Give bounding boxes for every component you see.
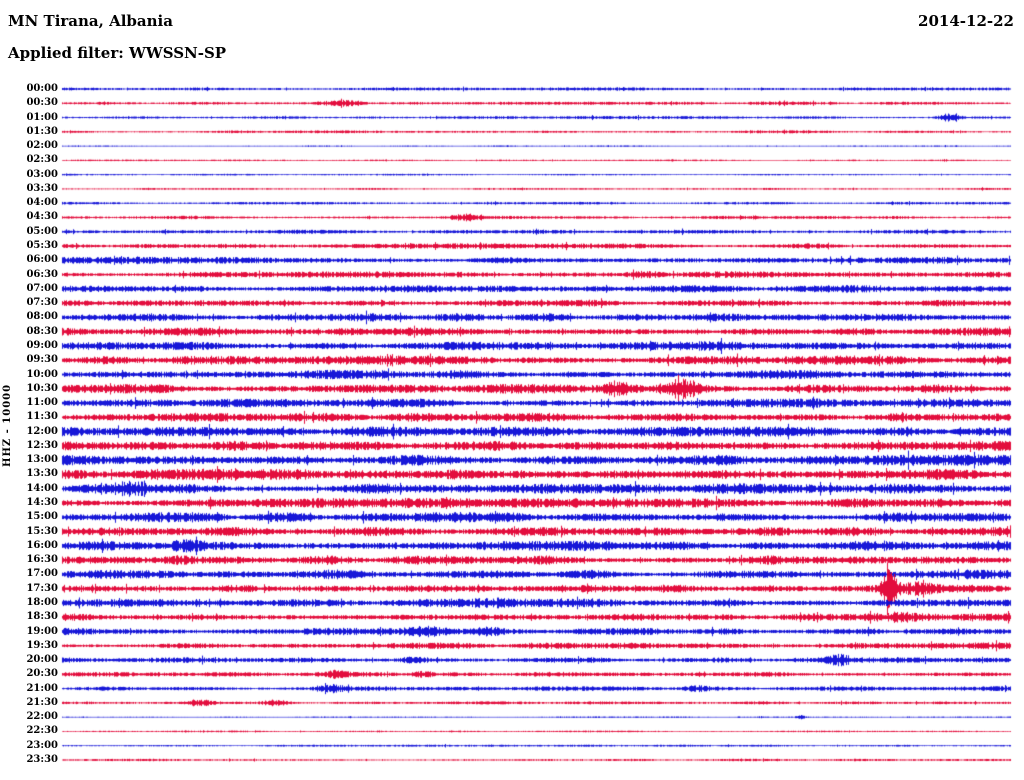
time-label: 02:30 [26, 154, 58, 166]
time-label: 17:00 [26, 568, 58, 580]
time-label: 08:00 [26, 311, 58, 323]
time-label: 06:30 [26, 268, 58, 280]
y-axis-label: HHZ - 10000 [2, 383, 13, 467]
time-label: 05:30 [26, 240, 58, 252]
time-label: 21:30 [26, 696, 58, 708]
time-label: 14:30 [26, 497, 58, 509]
time-label: 05:00 [26, 225, 58, 237]
time-label: 04:30 [26, 211, 58, 223]
time-label: 11:00 [26, 397, 58, 409]
time-label: 10:30 [26, 382, 58, 394]
time-label: 22:30 [26, 725, 58, 737]
time-label-column: 00:00 00:30 01:00 01:30 02:00 02:30 03:00 03:30… [0, 0, 58, 780]
time-label: 09:30 [26, 354, 58, 366]
time-label: 23:00 [26, 739, 58, 751]
time-label: 10:00 [26, 368, 58, 380]
time-label: 11:30 [26, 411, 58, 423]
time-label: 08:30 [26, 325, 58, 337]
time-label: 13:30 [26, 468, 58, 480]
time-label: 23:30 [26, 754, 58, 765]
time-label: 21:00 [26, 682, 58, 694]
time-label: 12:30 [26, 439, 58, 451]
time-label: 12:00 [26, 425, 58, 437]
time-label: 20:30 [26, 668, 58, 680]
time-label: 15:00 [26, 511, 58, 523]
time-label: 04:00 [26, 197, 58, 209]
time-label: 01:30 [26, 125, 58, 137]
time-label: 18:00 [26, 596, 58, 608]
time-label: 19:30 [26, 639, 58, 651]
time-label: 20:00 [26, 654, 58, 666]
time-label: 06:00 [26, 254, 58, 266]
time-label: 07:00 [26, 282, 58, 294]
time-label: 14:00 [26, 482, 58, 494]
time-label: 00:30 [26, 97, 58, 109]
time-label: 02:00 [26, 140, 58, 152]
time-label: 00:00 [26, 83, 58, 94]
time-label: 09:00 [26, 339, 58, 351]
time-label: 07:30 [26, 297, 58, 309]
time-label: 01:00 [26, 111, 58, 123]
time-label: 22:00 [26, 711, 58, 723]
time-label: 03:00 [26, 168, 58, 180]
time-label: 18:30 [26, 611, 58, 623]
time-label: 17:30 [26, 582, 58, 594]
time-label: 15:30 [26, 525, 58, 537]
time-label: 19:00 [26, 625, 58, 637]
time-label: 16:30 [26, 554, 58, 566]
time-label: 16:00 [26, 539, 58, 551]
time-label: 03:30 [26, 182, 58, 194]
time-label: 13:00 [26, 454, 58, 466]
